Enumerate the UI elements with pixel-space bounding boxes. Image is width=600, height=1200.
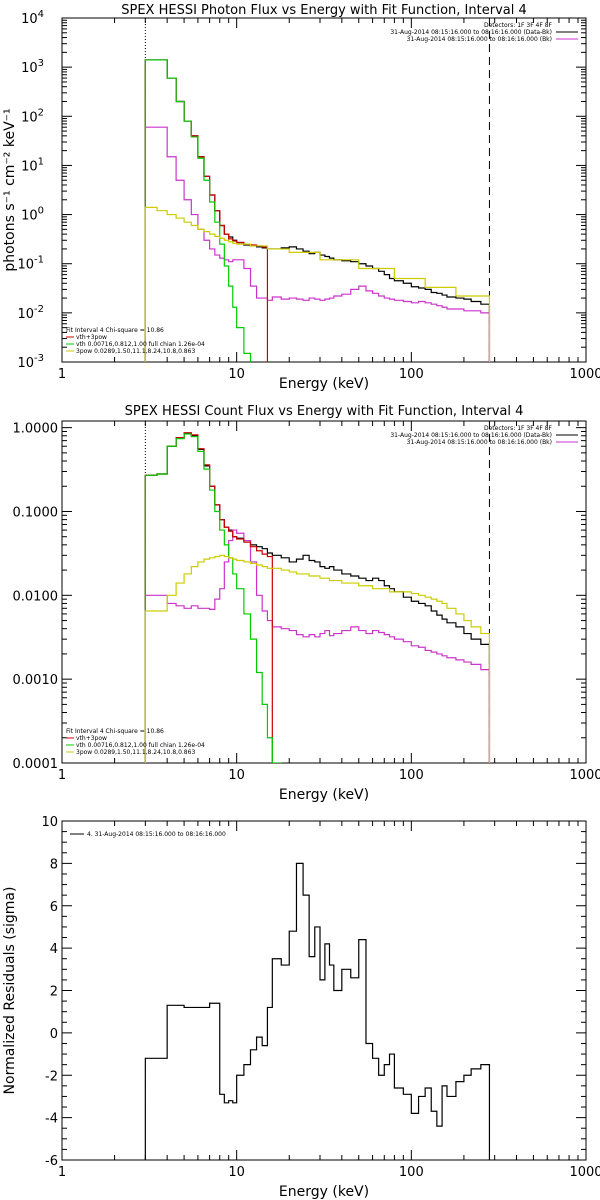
y-tick-label: 0.1000: [13, 505, 59, 520]
legend-text: 4. 31-Aug-2014 08:15:16.000 to 08:16:16.…: [87, 831, 226, 838]
y-tick-label: 8: [50, 857, 58, 872]
legend-text: Detectors: 1F 3F 4F 8F: [484, 425, 553, 432]
legend-text: vth 0.00716,0.812,1.00 full chian 1.26e-…: [76, 742, 205, 749]
y-tick-base: 10: [17, 258, 34, 273]
series-group: [144, 432, 491, 763]
y-tick-label: -2: [45, 1069, 58, 1084]
y-tick-exponent: 4: [38, 9, 44, 20]
legend-text: Detectors: 1F 3F 4F 8F: [484, 22, 553, 29]
x-tick-label: 1000: [569, 367, 600, 382]
y-tick-label: 1.0000: [13, 422, 59, 437]
y-tick-exponent: -2: [34, 304, 44, 315]
series-group: [144, 862, 491, 1160]
y-tick-base: 10: [21, 209, 38, 224]
y-tick-base: 10: [17, 356, 34, 371]
y-tick-exponent: 1: [38, 156, 44, 167]
x-axis-label: Energy (keV): [279, 1184, 369, 1200]
y-tick-base: 10: [21, 61, 38, 76]
y-axis-label: Normalized Residuals (sigma): [2, 887, 18, 1095]
y-tick-label: 104: [21, 9, 44, 27]
y-tick-exponent: 3: [38, 58, 44, 69]
y-tick-label: 10-2: [17, 304, 44, 322]
y-tick-base: 10: [21, 159, 38, 174]
legend-text: vth 0.00716,0.812,1.00 full chian 1.26e-…: [76, 341, 205, 348]
series-line-vth: [144, 59, 263, 362]
y-tick-label: -6: [45, 1154, 58, 1169]
panel-count: SPEX HESSI Count Flux vs Energy with Fit…: [13, 404, 600, 803]
y-tick-label: 6: [50, 900, 58, 915]
plot-frame: [61, 420, 587, 764]
legend-text: 3pow 0.0289,1.50,11.1,8.24,10.8,0.863: [76, 348, 195, 355]
y-tick-label: 0.0100: [13, 589, 59, 604]
series-group: [144, 59, 491, 362]
panel-residuals: 1 10 100 1000 Energy (keV) -6 -4 -2 0 2 4 6 8 10 Norma…: [2, 815, 600, 1200]
panel-photon: SPEX HESSI Photon Flux vs Energy with Fi…: [2, 3, 600, 392]
plot-frame: [61, 820, 587, 1161]
series-line-data-bk: [144, 59, 491, 362]
y-tick-label: -4: [45, 1112, 58, 1127]
y-tick-exponent: -1: [34, 255, 44, 266]
x-axis-label: Energy (keV): [279, 376, 369, 392]
legend-text: 3pow 0.0289,1.50,11.1,8.24,10.8,0.863: [76, 749, 195, 756]
x-tick-label: 1: [58, 1165, 66, 1180]
series-line-3pow: [144, 206, 491, 362]
series-line-residuals: [144, 862, 491, 1160]
y-tick-label: 2: [50, 985, 58, 1000]
legend-text: 31-Aug-2014 08:15:16.000 to 08:16:16.000…: [390, 432, 552, 439]
legend-text: 31-Aug-2014 08:15:16.000 to 08:16:16.000…: [407, 36, 552, 43]
y-tick-label: 10-1: [17, 255, 44, 273]
legend-text: vth+3pow: [76, 334, 107, 341]
plot-frame: [61, 17, 587, 363]
y-tick-base: 10: [21, 12, 38, 27]
x-tick-label: 1: [58, 768, 66, 783]
y-tick-base: 10: [21, 110, 38, 125]
chart-title: SPEX HESSI Photon Flux vs Energy with Fi…: [121, 3, 527, 18]
y-tick-base: 10: [17, 307, 34, 322]
y-tick-exponent: 2: [38, 107, 44, 118]
series-line-3pow: [144, 554, 491, 763]
x-tick-label: 10: [228, 768, 245, 783]
x-tick-label: 1: [58, 367, 66, 382]
y-tick-label: 4: [50, 942, 58, 957]
y-tick-label: 0: [50, 1027, 58, 1042]
x-tick-label: 1000: [569, 768, 600, 783]
chart-title: SPEX HESSI Count Flux vs Energy with Fit…: [125, 404, 524, 419]
y-tick-label: 0.0010: [13, 673, 59, 688]
series-line-vth-3pow: [144, 432, 273, 763]
y-axis-label: photons s⁻¹ cm⁻² keV⁻¹: [2, 108, 18, 271]
x-tick-label: 100: [399, 1165, 424, 1180]
x-axis-label: Energy (keV): [279, 787, 369, 803]
x-tick-label: 100: [399, 768, 424, 783]
y-tick-label: 100: [21, 206, 44, 224]
series-line-bk: [144, 529, 491, 763]
series-line-vth: [144, 433, 290, 763]
y-tick-label: 10-3: [17, 353, 44, 371]
legend-text: Fit Interval 4 Chi-square = 10.86: [66, 327, 164, 334]
legend-text: 31-Aug-2014 08:15:16.000 to 08:16:16.000…: [390, 29, 552, 36]
y-tick-label: 10: [41, 815, 58, 830]
series-line-bk: [144, 126, 491, 362]
legend-text: 31-Aug-2014 08:15:16.000 to 08:16:16.000…: [407, 439, 552, 446]
y-tick-label: 103: [21, 58, 44, 76]
legend-text: vth+3pow: [76, 735, 107, 742]
x-tick-label: 10: [228, 367, 245, 382]
y-tick-exponent: 0: [38, 206, 44, 217]
series-line-data-bk: [144, 432, 491, 763]
legend-text: Fit Interval 4 Chi-square = 10.86: [66, 728, 164, 735]
x-tick-label: 1000: [569, 1165, 600, 1180]
y-tick-label: 102: [21, 107, 44, 125]
y-tick-label: 0.0001: [13, 757, 59, 772]
y-tick-exponent: -3: [34, 353, 44, 364]
x-tick-label: 100: [399, 367, 424, 382]
x-tick-label: 10: [228, 1165, 245, 1180]
y-tick-label: 101: [21, 156, 44, 174]
